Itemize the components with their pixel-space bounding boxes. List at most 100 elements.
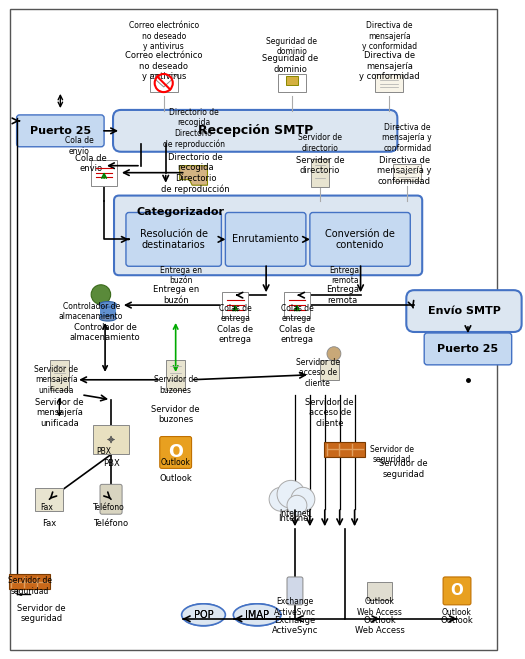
Text: Directorio de
recogida
Directorio
de reproducción: Directorio de recogida Directorio de rep… <box>161 153 230 194</box>
Text: Servidor de
mensajería
unificada: Servidor de mensajería unificada <box>35 398 83 428</box>
Text: Outlook
Web Access: Outlook Web Access <box>357 598 402 617</box>
FancyBboxPatch shape <box>150 74 177 92</box>
Text: Puerto 25: Puerto 25 <box>437 344 499 354</box>
Text: PBX: PBX <box>97 447 112 457</box>
Text: Outlook
Web Access: Outlook Web Access <box>354 616 404 635</box>
FancyBboxPatch shape <box>9 575 50 589</box>
FancyBboxPatch shape <box>375 74 403 92</box>
FancyBboxPatch shape <box>284 292 310 318</box>
FancyBboxPatch shape <box>320 360 339 380</box>
Ellipse shape <box>183 604 224 626</box>
Text: Teléfono: Teléfono <box>93 503 125 512</box>
FancyBboxPatch shape <box>278 74 306 92</box>
Circle shape <box>327 347 341 360</box>
Text: Directiva de
mensajería y
conformidad: Directiva de mensajería y conformidad <box>377 156 432 186</box>
Text: Fax: Fax <box>43 519 57 529</box>
Text: Outlook: Outlook <box>440 616 474 625</box>
Text: Colas de
entrega: Colas de entrega <box>279 325 315 345</box>
Text: Seguridad de
dominio: Seguridad de dominio <box>267 37 318 56</box>
Text: Outlook: Outlook <box>442 608 472 617</box>
Text: Servidor de
seguridad: Servidor de seguridad <box>17 604 66 623</box>
FancyBboxPatch shape <box>126 212 222 266</box>
Text: Controlador de
almacenamiento: Controlador de almacenamiento <box>59 302 123 321</box>
Circle shape <box>277 480 305 508</box>
FancyBboxPatch shape <box>424 333 512 365</box>
FancyBboxPatch shape <box>160 436 192 469</box>
Text: Internet: Internet <box>278 514 312 523</box>
FancyBboxPatch shape <box>36 488 64 511</box>
FancyBboxPatch shape <box>406 290 522 332</box>
Ellipse shape <box>233 604 281 626</box>
Text: Servidor de
seguridad: Servidor de seguridad <box>380 459 428 479</box>
Circle shape <box>291 488 315 511</box>
Ellipse shape <box>234 604 280 626</box>
Text: Resolución de
destinatarios: Resolución de destinatarios <box>140 229 208 250</box>
Text: Internet: Internet <box>280 509 310 518</box>
Text: Recepción SMTP: Recepción SMTP <box>197 125 313 137</box>
FancyBboxPatch shape <box>91 159 117 186</box>
Text: Directiva de
mensajería y
conformidad: Directiva de mensajería y conformidad <box>383 123 432 153</box>
Circle shape <box>287 496 307 515</box>
Text: Seguridad de
dominio: Seguridad de dominio <box>262 54 318 74</box>
Text: Colas de
entrega: Colas de entrega <box>217 325 254 345</box>
Text: Servidor de
seguridad: Servidor de seguridad <box>7 577 51 596</box>
FancyBboxPatch shape <box>324 442 365 457</box>
Text: IMAP: IMAP <box>245 610 269 620</box>
FancyBboxPatch shape <box>50 360 69 389</box>
Text: Directorio de
recogida
Directorio
de reproducción: Directorio de recogida Directorio de rep… <box>163 108 225 149</box>
Text: POP: POP <box>194 610 213 620</box>
Text: Directiva de
mensajería
y conformidad: Directiva de mensajería y conformidad <box>362 21 417 51</box>
Text: Entrega en
buzón: Entrega en buzón <box>160 266 202 285</box>
Text: PBX: PBX <box>103 459 119 469</box>
FancyBboxPatch shape <box>225 212 306 266</box>
Circle shape <box>91 285 111 304</box>
Text: Fax: Fax <box>40 503 53 512</box>
Text: Correo electrónico
no deseado
y antivirus: Correo electrónico no deseado y antiviru… <box>125 51 203 81</box>
Polygon shape <box>180 165 207 185</box>
FancyBboxPatch shape <box>287 577 303 605</box>
FancyBboxPatch shape <box>311 159 329 186</box>
Text: Servidor de
directorio: Servidor de directorio <box>298 133 342 153</box>
Text: Outlook: Outlook <box>161 459 191 467</box>
Text: Servidor de
directorio: Servidor de directorio <box>296 156 344 175</box>
Text: IMAP: IMAP <box>245 610 269 620</box>
FancyBboxPatch shape <box>443 577 471 605</box>
Ellipse shape <box>100 316 116 321</box>
Text: Teléfono: Teléfono <box>93 519 129 529</box>
Text: Outlook: Outlook <box>159 474 192 484</box>
FancyBboxPatch shape <box>393 164 421 181</box>
Text: Servidor de
acceso de
cliente: Servidor de acceso de cliente <box>296 358 340 387</box>
Text: Conversión de
contenido: Conversión de contenido <box>325 229 395 250</box>
FancyBboxPatch shape <box>93 424 129 455</box>
Text: O: O <box>168 444 183 461</box>
Text: Categorizador: Categorizador <box>136 208 225 217</box>
Text: Correo electrónico
no deseado
y antivirus: Correo electrónico no deseado y antiviru… <box>129 21 199 51</box>
Text: Entrega en
buzón: Entrega en buzón <box>153 285 199 304</box>
Text: Entrega
remota: Entrega remota <box>330 266 360 285</box>
Text: Servidor de
buzones: Servidor de buzones <box>154 376 198 395</box>
Ellipse shape <box>182 604 225 626</box>
FancyBboxPatch shape <box>17 115 104 147</box>
Text: Enrutamiento: Enrutamiento <box>232 235 299 244</box>
Text: Colas de
entrega: Colas de entrega <box>219 304 251 323</box>
Text: Servidor de
acceso de
cliente: Servidor de acceso de cliente <box>306 398 354 428</box>
Text: Exchange
ActiveSync: Exchange ActiveSync <box>272 616 318 635</box>
Text: Directiva de
mensajería
y conformidad: Directiva de mensajería y conformidad <box>359 51 419 81</box>
FancyBboxPatch shape <box>310 212 410 266</box>
Circle shape <box>269 488 293 511</box>
Text: O: O <box>450 583 464 598</box>
FancyBboxPatch shape <box>166 360 185 389</box>
Text: Servidor de
mensajería
unificada: Servidor de mensajería unificada <box>34 365 78 395</box>
FancyBboxPatch shape <box>100 304 116 318</box>
FancyBboxPatch shape <box>114 196 422 275</box>
FancyBboxPatch shape <box>286 76 298 85</box>
Text: Controlador de
almacenamiento: Controlador de almacenamiento <box>70 323 140 343</box>
Text: Envío SMTP: Envío SMTP <box>427 306 500 316</box>
FancyBboxPatch shape <box>223 292 248 318</box>
Text: Exchange
ActiveSync: Exchange ActiveSync <box>274 598 316 617</box>
Text: Cola de
envio: Cola de envio <box>75 154 107 173</box>
Text: Servidor de
buzones: Servidor de buzones <box>151 405 200 424</box>
Ellipse shape <box>100 302 116 307</box>
FancyBboxPatch shape <box>100 484 122 514</box>
Text: Entrega
remota: Entrega remota <box>326 285 359 304</box>
